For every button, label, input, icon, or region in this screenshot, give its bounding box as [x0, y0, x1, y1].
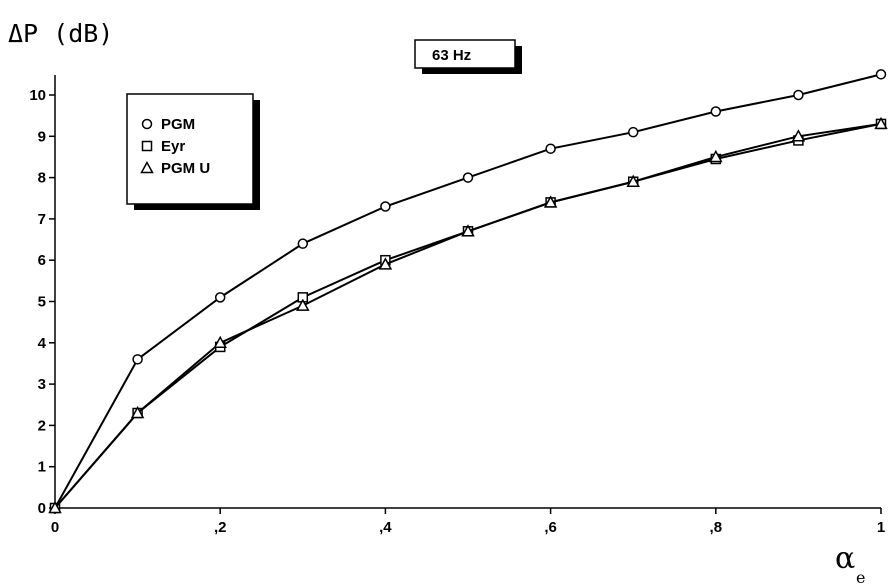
y-tick-label: 10: [29, 87, 46, 104]
axes: [54, 75, 881, 509]
legend: PGM Eyr PGM U: [126, 93, 260, 210]
y-tick-label: 7: [38, 211, 46, 228]
series-triangle: [48, 116, 888, 514]
data-point-circle: [132, 354, 143, 365]
x-axis-label-subscript: e: [856, 568, 865, 584]
legend-label: Eyr: [161, 138, 185, 155]
data-point-circle: [627, 126, 639, 138]
chart-title-box: 63 Hz: [414, 39, 522, 74]
data-point-triangle: [543, 195, 558, 208]
legend-marker-triangle: [140, 160, 154, 174]
data-point-triangle: [791, 129, 806, 142]
data-point-triangle: [709, 149, 723, 163]
y-tick-label: 6: [38, 252, 46, 269]
y-tick-label: 3: [38, 376, 46, 393]
y-tick-label: 0: [38, 500, 46, 517]
legend-marker-square: [141, 140, 153, 152]
x-tick-label: ,8: [710, 519, 723, 536]
x-axis-label: α: [835, 541, 855, 576]
x-tick-label: ,2: [214, 519, 227, 536]
data-point-triangle: [378, 257, 393, 270]
data-point-triangle: [461, 224, 475, 237]
data-point-circle: [793, 89, 804, 101]
data-point-triangle: [626, 174, 640, 187]
y-axis-label: ΔP (dB): [8, 19, 113, 48]
legend-marker-circle: [141, 118, 153, 130]
y-ticks: 0 1 2 3 4 5 6 7 8 9 10: [29, 87, 55, 517]
data-point-circle: [297, 238, 309, 249]
data-point-circle: [214, 292, 226, 303]
chart-title: 63 Hz: [432, 47, 471, 64]
data-point-circle: [875, 69, 887, 80]
data-point-circle: [710, 106, 722, 117]
data-point-circle: [462, 172, 474, 183]
data-point-triangle: [874, 116, 888, 130]
x-tick-label: 1: [877, 519, 885, 536]
y-tick-label: 1: [38, 459, 46, 476]
y-tick-label: 5: [38, 294, 46, 311]
y-tick-label: 9: [38, 128, 46, 145]
data-point-triangle: [213, 335, 227, 349]
data-point-triangle: [296, 298, 310, 311]
x-tick-label: ,6: [544, 519, 557, 536]
legend-label: PGM U: [161, 160, 210, 177]
x-tick-label: ,4: [379, 519, 392, 536]
data-point-triangle: [48, 500, 62, 514]
x-tick-label: 0: [51, 519, 59, 536]
series-layer: [48, 69, 888, 514]
y-tick-label: 4: [38, 335, 47, 352]
data-point-circle: [380, 201, 391, 212]
y-tick-label: 8: [38, 170, 46, 187]
x-ticks: 0 ,2 ,4 ,6 ,8 1: [51, 508, 885, 536]
data-point-circle: [545, 143, 556, 154]
y-tick-label: 2: [38, 417, 46, 434]
legend-label: PGM: [161, 116, 195, 133]
data-point-triangle: [130, 405, 145, 419]
